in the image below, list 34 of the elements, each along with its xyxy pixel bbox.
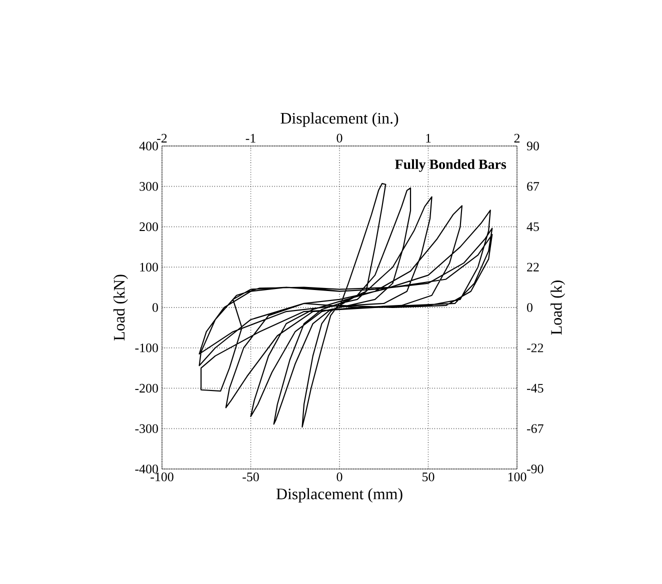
y2-tick-label: -45 xyxy=(526,384,544,393)
y2-tick-label: 67 xyxy=(527,182,540,191)
y-tick-label: 0 xyxy=(152,303,158,312)
y-tick-label: -400 xyxy=(135,464,158,474)
x2-tick-label: -1 xyxy=(246,134,256,142)
y-tick-label: -200 xyxy=(135,384,158,393)
y2-tick-label: 0 xyxy=(527,303,532,312)
y2-tick-label: -90 xyxy=(526,464,544,474)
x2-tick-label: 1 xyxy=(426,134,431,142)
y-tick-label: -100 xyxy=(135,344,158,352)
y-axis-title: Load (kN) xyxy=(113,274,128,340)
x2-axis-title: Displacement (in.) xyxy=(280,112,398,127)
x2-tick-label: 2 xyxy=(514,134,520,142)
y-tick-label: 300 xyxy=(140,182,158,191)
y2-tick-label: 45 xyxy=(526,222,539,232)
annotation: Fully Bonded Bars xyxy=(395,159,506,172)
x-tick-label: 50 xyxy=(422,472,434,482)
x2-tick-label: -2 xyxy=(157,134,167,142)
x-tick-label: -100 xyxy=(150,472,174,482)
y2-axis-title: Load (k) xyxy=(550,280,566,335)
x-tick-label: 100 xyxy=(508,472,526,482)
y2-tick-label: 90 xyxy=(526,142,539,150)
x-tick-label: 0 xyxy=(336,472,342,482)
y2-tick-label: 22 xyxy=(527,262,539,272)
x2-tick-label: 0 xyxy=(336,134,342,142)
y2-tick-label: -22 xyxy=(526,344,544,352)
y-tick-label: 100 xyxy=(140,262,158,272)
x-axis-title: Displacement (mm) xyxy=(276,488,402,503)
y-tick-label: 400 xyxy=(139,142,158,150)
y-tick-label: 200 xyxy=(140,222,158,232)
y2-tick-label: -67 xyxy=(526,424,544,433)
line-series xyxy=(198,182,493,428)
x-tick-label: -50 xyxy=(242,472,259,482)
y-tick-label: -300 xyxy=(135,424,158,433)
